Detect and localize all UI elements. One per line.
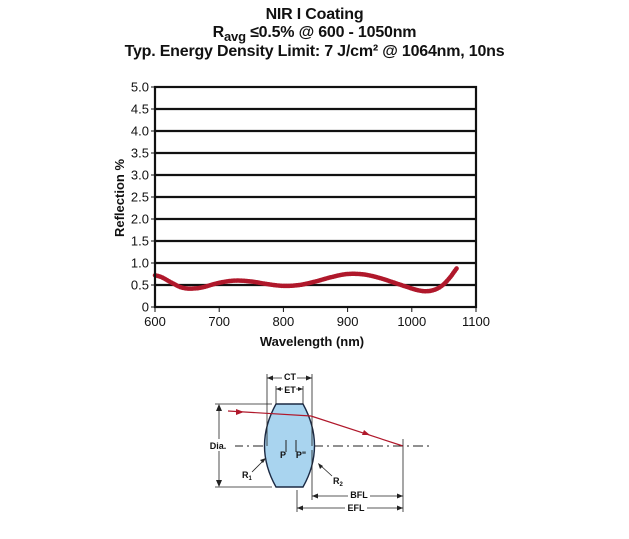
- refracted-ray: [310, 415, 404, 447]
- diameter-arrow-top: [216, 404, 222, 411]
- bfl-arrow-left: [312, 493, 318, 499]
- r1-subscript: 1: [249, 476, 253, 482]
- y-tick-label-3.0: 3.0: [131, 168, 149, 183]
- r1-arrow: [260, 458, 266, 463]
- radius-r1-label: R1: [242, 470, 253, 482]
- y-axis-label: Reflection %: [112, 159, 127, 237]
- y-tick-label-2.0: 2.0: [131, 212, 149, 227]
- et-arrow-right: [298, 387, 303, 391]
- principal-point-p: P: [280, 450, 286, 460]
- refracted-ray-arrowhead: [362, 430, 370, 435]
- y-tick-label-1.5: 1.5: [131, 234, 149, 249]
- r2-text: R: [333, 476, 340, 486]
- ct-arrow-left: [267, 375, 273, 381]
- x-tick-label-800: 800: [273, 314, 295, 329]
- r2-subscript: 2: [340, 482, 344, 488]
- y-tick-label-0.5: 0.5: [131, 278, 149, 293]
- ct-label: CT: [284, 372, 296, 382]
- biconvex-lens: [263, 403, 316, 488]
- subtitle-rest: ≤0.5% @ 600 - 1050nm: [245, 24, 417, 41]
- series-line-reflection: [152, 266, 459, 294]
- bfl-label: BFL: [350, 490, 368, 500]
- chart-subtitle-energy: Typ. Energy Density Limit: 7 J/cm² @ 106…: [124, 43, 505, 60]
- x-tick-label-900: 900: [337, 314, 359, 329]
- x-tick-label-1100: 1100: [462, 314, 490, 329]
- y-tick-label-4.5: 4.5: [131, 102, 149, 117]
- bfl-arrow-right: [397, 493, 403, 499]
- y-tick-label-4.0: 4.0: [131, 124, 149, 139]
- r1-text: R: [242, 470, 249, 480]
- y-tick-label-2.5: 2.5: [131, 190, 149, 205]
- diameter-label: Dia.: [210, 441, 227, 451]
- chart-title: NIR I Coating: [265, 6, 364, 23]
- subtitle-prefix: R: [212, 24, 225, 41]
- diameter-arrow-bottom: [216, 480, 222, 487]
- tick-layer: 0 0.5 1.0 1.5 2.0 2.5 3.0 3.5 4.0 4.5 5.0 600 700 800…: [131, 80, 490, 330]
- et-label: ET: [284, 385, 296, 395]
- et-arrow-left: [276, 387, 281, 391]
- efl-label: EFL: [348, 503, 366, 513]
- x-axis-label: Wavelength (nm): [260, 334, 364, 349]
- y-tick-label-1.0: 1.0: [131, 256, 149, 271]
- y-tick-label-0: 0: [142, 300, 149, 315]
- x-tick-label-1000: 1000: [397, 314, 426, 329]
- y-tick-label-3.5: 3.5: [131, 146, 149, 161]
- x-tick-label-600: 600: [144, 314, 166, 329]
- radius-r2-label: R2: [333, 476, 344, 488]
- ct-arrow-right: [306, 375, 312, 381]
- chart-subtitle: Ravg ≤0.5% @ 600 - 1050nm: [0, 24, 629, 44]
- subtitle-subscript: avg: [224, 29, 246, 45]
- incoming-ray-arrowhead: [236, 409, 244, 415]
- principal-point-p-prime: P": [296, 450, 306, 460]
- grid-layer: [155, 107, 476, 287]
- r2-arrow: [318, 463, 323, 469]
- y-tick-label-5.0: 5.0: [131, 80, 149, 95]
- lens-diagram: Dia. CT ET P P" R1 R2: [205, 371, 430, 513]
- efl-arrow-left: [297, 505, 303, 511]
- efl-arrow-right: [397, 505, 403, 511]
- curve-layer: [152, 266, 459, 294]
- x-tick-label-700: 700: [208, 314, 230, 329]
